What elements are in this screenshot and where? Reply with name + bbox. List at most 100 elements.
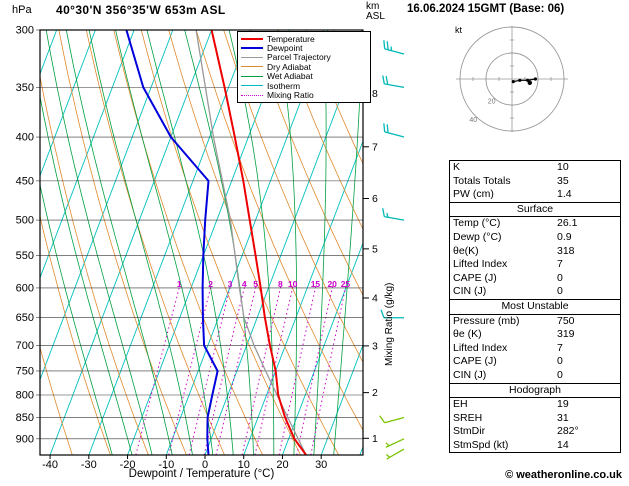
- stat-value: 1.4: [557, 188, 572, 201]
- legend-item-isotherm: Isotherm: [241, 81, 367, 91]
- stats-section-header: Surface: [449, 201, 621, 218]
- stat-value: 750: [557, 314, 575, 327]
- hodograph-ring: [459, 26, 565, 132]
- wind-barb: [383, 40, 405, 55]
- stat-value: 0: [557, 368, 563, 381]
- stats-row: Lifted Index 7: [450, 342, 621, 356]
- wind-barb: [385, 438, 405, 448]
- km-tick-label: 8: [372, 88, 378, 100]
- km-tick-label: 5: [372, 243, 378, 255]
- stats-row: Lifted Index 7: [450, 258, 621, 272]
- temp-tick-label: -20: [120, 459, 136, 471]
- legend-swatch: [241, 66, 263, 68]
- stats-row: SREH 31: [450, 412, 621, 426]
- pressure-tick-label: 400: [16, 132, 34, 144]
- stat-label: Dewp (°C): [453, 230, 502, 243]
- pressure-tick-label: 750: [16, 365, 34, 377]
- hodograph-ring-label: 40: [469, 117, 477, 124]
- pressure-tick-labels: 300 350 400 450 500 550 600 650 700 750 800 850 900: [16, 25, 34, 446]
- stats-row: Pressure (mb) 750: [450, 314, 621, 328]
- km-tick-label: 2: [372, 387, 378, 399]
- hodograph-trace-point: [533, 77, 537, 81]
- mixing-ratio-label: 8: [278, 279, 283, 289]
- stat-label: Lifted Index: [453, 341, 508, 354]
- altitude-axis-unit-asl: ASL: [366, 11, 385, 22]
- stats-section-header: Most Unstable: [449, 298, 621, 315]
- km-tick-label: 4: [372, 292, 378, 304]
- stat-label: Lifted Index: [453, 258, 508, 271]
- pressure-tick-label: 550: [16, 250, 34, 262]
- wind-barb: [379, 415, 405, 424]
- stat-value: 0: [557, 285, 563, 298]
- stat-label: Totals Totals: [453, 174, 511, 187]
- legend-label: Mixing Ratio: [267, 90, 314, 101]
- stat-value: 319: [557, 328, 575, 341]
- km-tick-label: 6: [372, 193, 378, 205]
- stats-section-title: Hodograph: [449, 382, 621, 399]
- stats-row: θe (K) 319: [450, 328, 621, 342]
- legend-item-parcel-trajectory: Parcel Trajectory: [241, 52, 367, 63]
- stat-value: 0: [557, 355, 563, 368]
- stats-row: EH 19: [450, 398, 621, 412]
- legend-swatch: [241, 75, 263, 77]
- temp-tick-label: 10: [238, 459, 250, 471]
- wind-barb: [382, 75, 405, 89]
- mixing-ratio-labels: 1 2 3 4 5 8 10 15 20 25: [177, 279, 351, 289]
- hodograph-trace-point: [518, 78, 522, 82]
- stat-label: CIN (J): [453, 368, 487, 381]
- stat-value: 7: [557, 341, 563, 354]
- hodograph-ring-label: 20: [488, 98, 496, 105]
- km-tick-label: 7: [372, 141, 378, 153]
- plot-border: [39, 29, 364, 456]
- legend-item-mixing-ratio: Mixing Ratio: [241, 90, 367, 101]
- stat-label: SREH: [453, 411, 483, 424]
- pressure-tick-label: 600: [16, 282, 34, 294]
- stats-row: StmDir 282°: [450, 425, 621, 439]
- stat-label: CIN (J): [453, 285, 487, 298]
- stat-label: PW (cm): [453, 188, 494, 201]
- hodograph-trace: [513, 78, 536, 83]
- km-tick-label: 3: [372, 340, 378, 352]
- stats-row: K 10: [450, 161, 621, 175]
- hodograph-trace-point: [511, 80, 515, 84]
- stats-table: K 10 Totals Totals 35 PW (cm) 1.4 Surface Temp …: [449, 160, 621, 454]
- km-tick-label: 1: [372, 433, 378, 445]
- temp-tick-labels: -40 -30 -20 -10 0 10 20 30: [42, 455, 327, 471]
- legend-label: Wet Adiabat: [267, 71, 313, 82]
- legend-swatch: [241, 94, 263, 96]
- pressure-tick-label: 850: [16, 412, 34, 424]
- storm-motion-dot: [527, 80, 533, 85]
- legend-swatch: [241, 47, 263, 50]
- temperature-curve: [210, 30, 307, 455]
- temp-tick-label: -30: [81, 459, 97, 471]
- stat-label: Temp (°C): [453, 217, 501, 230]
- stat-value: 318: [557, 244, 575, 257]
- altitude-axis-unit: km ASL: [366, 2, 385, 22]
- legend-label: Parcel Trajectory: [267, 52, 331, 63]
- stat-value: 10: [557, 161, 569, 173]
- temp-tick-label: 30: [315, 459, 327, 471]
- pressure-axis-unit: hPa: [12, 4, 32, 16]
- stats-row: CAPE (J) 0: [450, 355, 621, 369]
- stat-label: EH: [453, 398, 468, 411]
- stats-row: Dewp (°C) 0.9: [450, 231, 621, 245]
- pressure-tick-label: 800: [16, 389, 34, 401]
- pressure-tick-label: 450: [16, 175, 34, 187]
- x-axis-title: Dewpoint / Temperature (°C): [128, 468, 275, 480]
- stats-row: CIN (J) 0: [450, 369, 621, 383]
- pressure-tick-label: 350: [16, 82, 34, 94]
- temp-tick-label: -40: [42, 459, 58, 471]
- stat-value: 19: [557, 398, 569, 411]
- stat-label: θe(K): [453, 244, 479, 257]
- stats-row: PW (cm) 1.4: [450, 188, 621, 202]
- wind-barb: [385, 448, 405, 460]
- mixing-ratio-label: 10: [288, 279, 298, 289]
- stats-row: Totals Totals 35: [450, 175, 621, 189]
- stat-label: CAPE (J): [453, 355, 497, 368]
- mixing-ratio-label: 2: [208, 279, 213, 289]
- legend-item-dewpoint: Dewpoint: [241, 43, 367, 53]
- mixing-ratio-label: 25: [341, 279, 351, 289]
- stat-value: 35: [557, 174, 569, 187]
- wind-barb: [382, 208, 405, 221]
- temp-tick-label: -10: [158, 459, 174, 471]
